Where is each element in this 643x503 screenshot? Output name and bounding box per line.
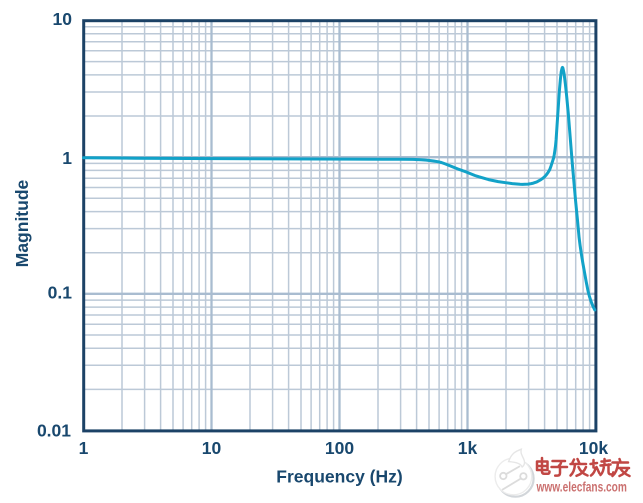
- svg-text:Frequency (Hz): Frequency (Hz): [276, 467, 402, 487]
- svg-text:1: 1: [62, 148, 72, 168]
- svg-text:10: 10: [202, 438, 222, 458]
- svg-text:www.elecfans.com: www.elecfans.com: [536, 479, 627, 495]
- svg-text:10: 10: [53, 9, 73, 29]
- svg-text:10k: 10k: [579, 438, 608, 458]
- svg-text:100: 100: [325, 438, 354, 458]
- svg-text:0.1: 0.1: [48, 282, 73, 302]
- svg-text:1k: 1k: [458, 438, 478, 458]
- svg-text:Magnitude: Magnitude: [12, 179, 32, 267]
- svg-text:1: 1: [79, 438, 89, 458]
- svg-text:0.01: 0.01: [37, 421, 71, 441]
